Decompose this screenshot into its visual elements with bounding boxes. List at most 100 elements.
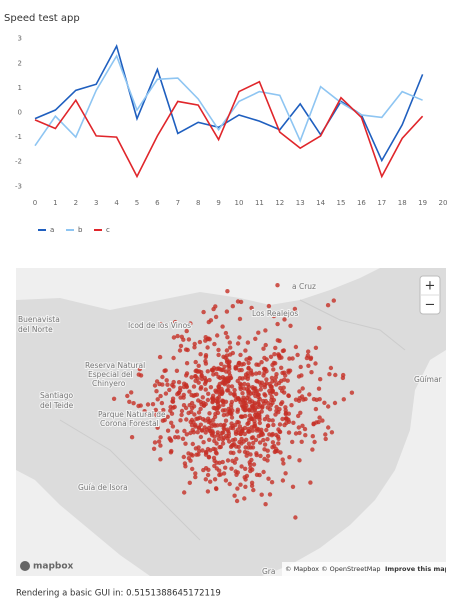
map-point	[298, 364, 303, 370]
map-point	[199, 428, 204, 433]
map-point	[243, 445, 248, 450]
map-point	[184, 361, 190, 366]
map-point	[283, 471, 288, 476]
map-point	[265, 448, 270, 453]
map-point	[229, 466, 234, 471]
attribution[interactable]: © Mapbox © OpenStreetMap	[285, 565, 381, 573]
map-point	[171, 355, 176, 361]
map-point	[140, 420, 145, 426]
map-point	[229, 415, 235, 420]
map-point	[210, 430, 216, 435]
road	[59, 419, 201, 541]
map-point	[317, 415, 322, 420]
map-point	[169, 420, 174, 425]
map-point	[329, 430, 335, 435]
map-point	[242, 431, 247, 437]
map-point	[195, 416, 201, 421]
map-point	[323, 436, 328, 442]
map-point	[232, 437, 238, 442]
map-point	[254, 414, 259, 419]
improve-link[interactable]: Improve this map	[385, 565, 450, 573]
zoom-in-button[interactable]: +	[425, 279, 436, 294]
road	[299, 299, 406, 351]
map-point	[245, 421, 250, 427]
map-point	[251, 487, 256, 493]
map-point	[279, 365, 284, 370]
map-point	[287, 455, 292, 460]
map-point	[152, 383, 158, 388]
zoom-out-button[interactable]: −	[425, 298, 436, 313]
map-point	[147, 413, 153, 419]
map-point	[171, 335, 177, 340]
footer-text: Rendering a basic GUI in: 0.515138864517…	[16, 589, 221, 599]
map-point	[227, 359, 232, 364]
map-point	[207, 418, 212, 423]
map-point	[266, 417, 272, 423]
map-point	[230, 442, 235, 448]
map-point	[253, 405, 258, 411]
map-point	[190, 453, 195, 458]
map-point	[223, 418, 229, 423]
map-point	[296, 425, 301, 430]
map-point	[313, 361, 318, 366]
map-point	[190, 441, 195, 447]
map-point	[230, 458, 235, 463]
map-point	[200, 448, 205, 453]
map[interactable]: Buenavista del Norte Icod de los Vinos L…	[16, 263, 450, 576]
map-point	[189, 375, 194, 380]
map-point	[304, 355, 310, 361]
place-label: del Teide	[40, 401, 74, 410]
map-point	[154, 389, 159, 394]
map-point	[156, 439, 162, 444]
map-point	[198, 434, 204, 440]
map-point	[276, 380, 282, 386]
map-point	[273, 446, 279, 452]
map-point	[235, 486, 240, 491]
map-point	[218, 444, 223, 450]
map-point	[248, 462, 253, 467]
map-point	[254, 426, 260, 431]
map-point	[181, 392, 186, 398]
x-tick-label: 9	[216, 199, 220, 207]
legend-label: a	[50, 226, 54, 234]
place-label: del Norte	[18, 325, 53, 334]
map-point	[253, 437, 259, 443]
map-point	[282, 390, 287, 395]
map-point	[216, 384, 221, 389]
map-point	[199, 373, 204, 378]
x-tick-label: 19	[418, 199, 427, 207]
map-point	[333, 372, 338, 378]
map-point	[308, 355, 314, 360]
legend: a b c	[38, 226, 110, 234]
x-tick-label: 7	[176, 199, 180, 207]
mapbox-logo[interactable]: mapbox	[33, 562, 74, 572]
map-point	[221, 402, 226, 407]
map-point	[238, 352, 243, 358]
map-point	[193, 474, 198, 480]
map-point	[243, 484, 248, 489]
map-point	[189, 417, 195, 423]
map-point	[222, 422, 227, 427]
map-point	[240, 391, 245, 396]
map-point	[262, 370, 267, 375]
map-point	[284, 416, 289, 421]
x-tick-label: 12	[275, 199, 284, 207]
map-point	[269, 394, 274, 400]
map-point	[228, 425, 234, 430]
map-point	[212, 434, 217, 439]
map-point	[277, 353, 282, 358]
map-point	[161, 407, 166, 413]
map-point	[223, 465, 228, 470]
map-point	[189, 409, 194, 415]
map-point	[233, 397, 239, 403]
map-point	[163, 368, 168, 373]
map-point	[254, 378, 259, 384]
map-point	[241, 399, 246, 404]
map-point	[313, 345, 319, 350]
map-point	[235, 378, 240, 384]
map-point	[142, 409, 147, 414]
map-point	[216, 389, 221, 394]
map-point	[194, 452, 199, 457]
x-tick-label: 3	[94, 199, 98, 207]
